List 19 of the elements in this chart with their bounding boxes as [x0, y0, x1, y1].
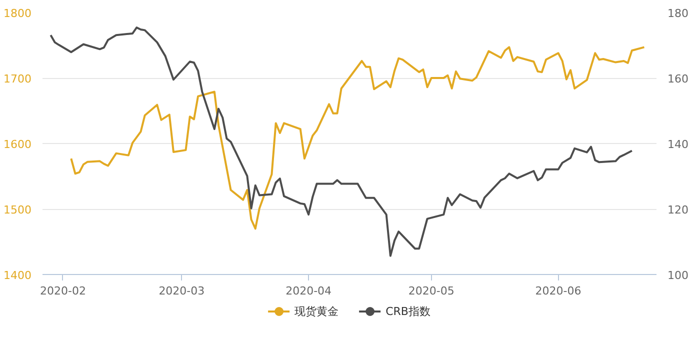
y-tick-label: 1700 [4, 72, 32, 86]
y2-tick-label: 100 [668, 269, 688, 282]
y-tick-label: 1500 [4, 204, 32, 216]
y2-tick-label: 160 [668, 72, 688, 86]
legend-label: CRB指数 [386, 304, 430, 318]
y2-tick-label: 180 [668, 7, 688, 20]
line-series [50, 26, 633, 257]
y-tick-label: 1800 [4, 7, 32, 20]
x-tick-label: 2020-04 [286, 284, 332, 298]
y2-tick-label: 120 [668, 204, 688, 216]
y-tick-label: 1400 [4, 269, 32, 282]
y2-tick-label: 140 [668, 138, 688, 151]
y-tick-label: 1600 [4, 138, 32, 151]
line-series [70, 46, 646, 230]
legend-label: 现货黄金 [294, 304, 339, 318]
x-tick-label: 2020-05 [408, 284, 454, 298]
x-tick-label: 2020-02 [40, 284, 86, 298]
x-tick-label: 2020-03 [158, 284, 205, 298]
x-tick-label: 2020-06 [535, 284, 582, 298]
